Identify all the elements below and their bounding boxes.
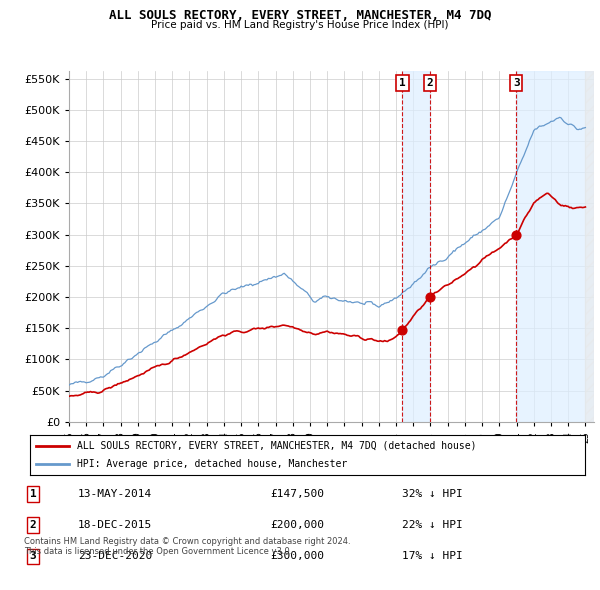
Text: Contains HM Land Registry data © Crown copyright and database right 2024.: Contains HM Land Registry data © Crown c… bbox=[24, 537, 350, 546]
Text: 1: 1 bbox=[29, 489, 37, 499]
Point bbox=[425, 292, 434, 301]
Text: 2: 2 bbox=[29, 520, 37, 530]
Text: HPI: Average price, detached house, Manchester: HPI: Average price, detached house, Manc… bbox=[77, 459, 347, 469]
Text: 18-DEC-2015: 18-DEC-2015 bbox=[78, 520, 152, 530]
Text: 2: 2 bbox=[427, 78, 433, 88]
Text: £200,000: £200,000 bbox=[270, 520, 324, 530]
Point bbox=[398, 325, 407, 335]
Text: ALL SOULS RECTORY, EVERY STREET, MANCHESTER, M4 7DQ (detached house): ALL SOULS RECTORY, EVERY STREET, MANCHES… bbox=[77, 441, 476, 451]
Text: £147,500: £147,500 bbox=[270, 489, 324, 499]
Text: £300,000: £300,000 bbox=[270, 552, 324, 562]
Text: 17% ↓ HPI: 17% ↓ HPI bbox=[402, 552, 463, 562]
Text: 23-DEC-2020: 23-DEC-2020 bbox=[78, 552, 152, 562]
Text: ALL SOULS RECTORY, EVERY STREET, MANCHESTER, M4 7DQ: ALL SOULS RECTORY, EVERY STREET, MANCHES… bbox=[109, 9, 491, 22]
Bar bbox=[516, 71, 594, 422]
Point bbox=[511, 230, 521, 240]
Text: 3: 3 bbox=[513, 78, 520, 88]
Text: 13-MAY-2014: 13-MAY-2014 bbox=[78, 489, 152, 499]
Bar bbox=[586, 71, 594, 422]
Bar bbox=[403, 71, 430, 422]
Text: 32% ↓ HPI: 32% ↓ HPI bbox=[402, 489, 463, 499]
Text: Price paid vs. HM Land Registry's House Price Index (HPI): Price paid vs. HM Land Registry's House … bbox=[151, 20, 449, 30]
Text: This data is licensed under the Open Government Licence v3.0.: This data is licensed under the Open Gov… bbox=[24, 548, 292, 556]
Text: 1: 1 bbox=[399, 78, 406, 88]
Text: 3: 3 bbox=[29, 552, 37, 562]
Text: 22% ↓ HPI: 22% ↓ HPI bbox=[402, 520, 463, 530]
